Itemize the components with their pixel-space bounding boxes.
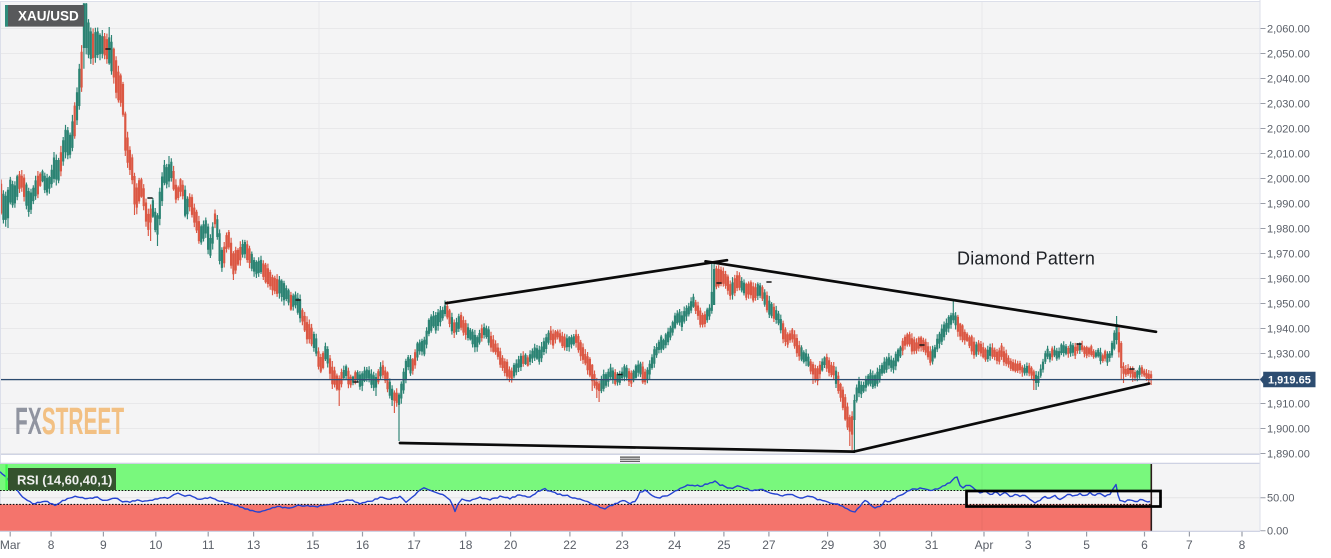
svg-text:29: 29	[821, 538, 835, 552]
svg-text:1,890.00: 1,890.00	[1267, 448, 1310, 460]
svg-text:1,940.00: 1,940.00	[1267, 323, 1310, 335]
svg-text:1,919.65: 1,919.65	[1268, 375, 1311, 387]
svg-text:17: 17	[407, 538, 421, 552]
svg-text:13: 13	[247, 538, 261, 552]
svg-text:0.00: 0.00	[1267, 526, 1288, 538]
svg-text:Mar: Mar	[0, 538, 21, 552]
svg-text:9: 9	[100, 538, 107, 552]
svg-text:2,050.00: 2,050.00	[1267, 48, 1310, 60]
svg-text:22: 22	[563, 538, 577, 552]
svg-text:XAU/USD: XAU/USD	[18, 9, 79, 24]
svg-text:25: 25	[717, 538, 731, 552]
svg-text:1,990.00: 1,990.00	[1267, 198, 1310, 210]
svg-text:2,060.00: 2,060.00	[1267, 23, 1310, 35]
svg-text:23: 23	[616, 538, 630, 552]
svg-text:27: 27	[762, 538, 776, 552]
svg-text:2,010.00: 2,010.00	[1267, 148, 1310, 160]
svg-text:3: 3	[1025, 538, 1032, 552]
svg-text:1,970.00: 1,970.00	[1267, 248, 1310, 260]
svg-text:2,020.00: 2,020.00	[1267, 123, 1310, 135]
svg-text:20: 20	[504, 538, 518, 552]
svg-text:30: 30	[873, 538, 887, 552]
svg-text:1,960.00: 1,960.00	[1267, 273, 1310, 285]
svg-text:16: 16	[356, 538, 370, 552]
svg-text:Diamond Pattern: Diamond Pattern	[957, 249, 1095, 269]
svg-text:1,980.00: 1,980.00	[1267, 223, 1310, 235]
svg-text:FXSTREET: FXSTREET	[15, 401, 124, 443]
svg-text:31: 31	[925, 538, 939, 552]
svg-text:24: 24	[668, 538, 682, 552]
svg-text:2,000.00: 2,000.00	[1267, 173, 1310, 185]
svg-text:50.00: 50.00	[1267, 493, 1295, 505]
svg-text:1,930.00: 1,930.00	[1267, 348, 1310, 360]
svg-text:15: 15	[306, 538, 320, 552]
svg-text:11: 11	[202, 538, 215, 552]
svg-text:7: 7	[1186, 538, 1193, 552]
svg-text:18: 18	[459, 538, 473, 552]
svg-text:1,950.00: 1,950.00	[1267, 298, 1310, 310]
svg-text:8: 8	[1239, 538, 1246, 552]
svg-text:1,900.00: 1,900.00	[1267, 423, 1310, 435]
svg-text:8: 8	[48, 538, 55, 552]
svg-text:RSI (14,60,40,1): RSI (14,60,40,1)	[17, 473, 112, 488]
svg-text:1,910.00: 1,910.00	[1267, 398, 1310, 410]
svg-text:10: 10	[149, 538, 163, 552]
svg-text:6: 6	[1141, 538, 1148, 552]
svg-text:Apr: Apr	[975, 538, 994, 552]
svg-text:2,040.00: 2,040.00	[1267, 73, 1310, 85]
svg-text:2,030.00: 2,030.00	[1267, 98, 1310, 110]
svg-text:5: 5	[1083, 538, 1090, 552]
